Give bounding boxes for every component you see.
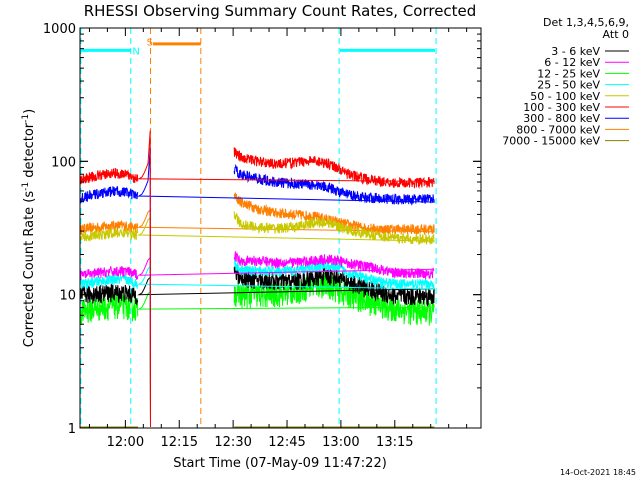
x-axis-label: Start Time (07-May-09 11:47:22) (173, 456, 387, 471)
y-tick-label: 100 (51, 155, 76, 170)
legend-entry-50-100-kev: 50 - 100 keV (530, 90, 629, 103)
series-line-3-6-kev (80, 265, 435, 428)
legend-entry-12-25-kev: 12 - 25 keV (537, 67, 629, 80)
x-tick-label: 12:15 (161, 435, 198, 450)
x-axis: 12:00 12:15 12:30 12:45 13:00 13:15 (88, 28, 468, 450)
x-tick-label: 13:15 (376, 435, 413, 450)
legend-label: 300 - 800 keV (523, 112, 600, 125)
plot-series (80, 130, 435, 428)
x-tick-label: 12:30 (214, 435, 251, 450)
legend-entry-6-12-kev: 6 - 12 keV (544, 56, 629, 69)
series-line-25-50-kev (80, 259, 435, 428)
legend-label: 3 - 6 keV (551, 45, 600, 58)
legend-header-line1: Det 1,3,4,5,6,9, (543, 16, 629, 29)
y-tick-label: 1000 (43, 22, 76, 37)
y-tick-label: 10 (59, 289, 76, 304)
series-line-300-800-kev (80, 147, 435, 428)
legend-label: 6 - 12 keV (544, 56, 600, 69)
x-tick-label: 12:00 (107, 435, 144, 450)
series-line-100-300-kev (80, 130, 435, 428)
series-line-6-12-kev (80, 251, 435, 428)
y-axis: 1 10 100 1000 (43, 22, 481, 437)
legend-header-line2: Att 0 (603, 28, 629, 41)
series-line-50-100-kev (80, 211, 435, 428)
overlay-label-s: S (147, 38, 153, 49)
legend-entry-7000-15000-kev: 7000 - 15000 keV (502, 135, 629, 148)
footer-timestamp: 14-Oct-2021 18:45 (560, 468, 636, 477)
legend-label: 25 - 50 keV (537, 79, 600, 92)
legend-label: 12 - 25 keV (537, 67, 600, 80)
legend-label: 7000 - 15000 keV (502, 135, 600, 148)
plot-frame (79, 27, 482, 429)
y-tick-label: 1 (68, 422, 76, 437)
y-axis-label-mid: detector (22, 122, 37, 182)
legend-label: 800 - 7000 keV (516, 123, 600, 136)
y-axis-label-sup1: -1 (21, 182, 31, 191)
y-axis-label: Corrected Count Rate (s-1 detector-1) (21, 109, 37, 347)
legend-label: 50 - 100 keV (530, 90, 600, 103)
y-axis-label-sup2: -1 (21, 114, 31, 123)
legend-entry-3-6-kev: 3 - 6 keV (551, 45, 629, 58)
legend-entry-800-7000-kev: 800 - 7000 keV (516, 123, 629, 136)
legend-label: 100 - 300 keV (523, 101, 600, 114)
legend-entry-25-50-kev: 25 - 50 keV (537, 79, 629, 92)
overlay-label-n: N (132, 46, 139, 57)
x-tick-label: 12:45 (268, 435, 305, 450)
legend-entry-300-800-kev: 300 - 800 keV (523, 112, 629, 125)
y-axis-label-end: ) (22, 109, 37, 114)
chart-title: RHESSI Observing Summary Count Rates, Co… (84, 2, 477, 20)
legend-entry-100-300-kev: 100 - 300 keV (523, 101, 629, 114)
y-axis-label-main: Corrected Count Rate (s (22, 191, 37, 348)
x-tick-label: 13:00 (322, 435, 359, 450)
